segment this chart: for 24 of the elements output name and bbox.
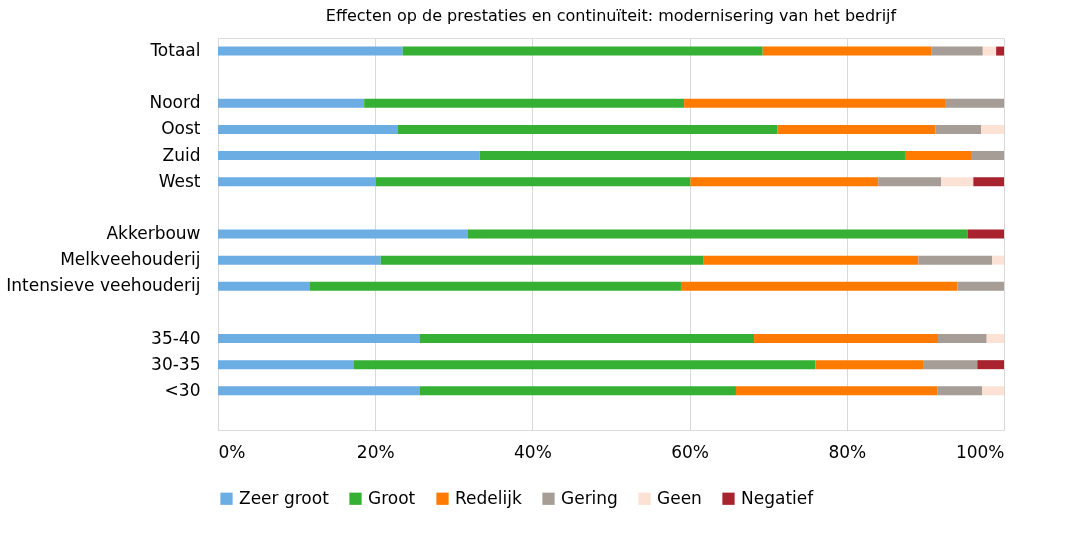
x-tick-label: 100% xyxy=(955,441,1005,462)
x-tick-label: 40% xyxy=(514,441,552,462)
chart-title: Effecten op de prestaties en continuïteit: modernisering van het bedrijf xyxy=(325,6,897,25)
x-tick-label: 0% xyxy=(218,441,246,462)
y-tick-label: Totaal xyxy=(149,40,201,61)
y-tick-label: <30 xyxy=(164,379,201,400)
y-tick-label: 35-40 xyxy=(151,327,201,348)
y-tick-label: Melkveehouderij xyxy=(60,249,201,270)
x-tick-label: 20% xyxy=(356,441,395,462)
x-tick-label: 60% xyxy=(671,441,709,462)
legend-label: Groot xyxy=(368,487,416,508)
y-tick-label: Intensieve veehouderij xyxy=(6,275,201,296)
y-tick-label: Zuid xyxy=(162,144,201,165)
legend-label: Negatief xyxy=(741,487,815,508)
y-tick-label: Akkerbouw xyxy=(106,223,201,243)
legend-label: Geen xyxy=(657,487,702,508)
y-tick-label: 30-35 xyxy=(151,353,201,374)
legend-label: Gering xyxy=(561,487,618,508)
legend-label: Redelijk xyxy=(455,487,522,508)
y-tick-label: Noord xyxy=(149,92,201,113)
y-tick-label: West xyxy=(158,170,201,191)
y-tick-label: Oost xyxy=(161,118,201,139)
legend-label: Zeer groot xyxy=(239,487,330,508)
x-tick-label: 80% xyxy=(828,441,867,462)
